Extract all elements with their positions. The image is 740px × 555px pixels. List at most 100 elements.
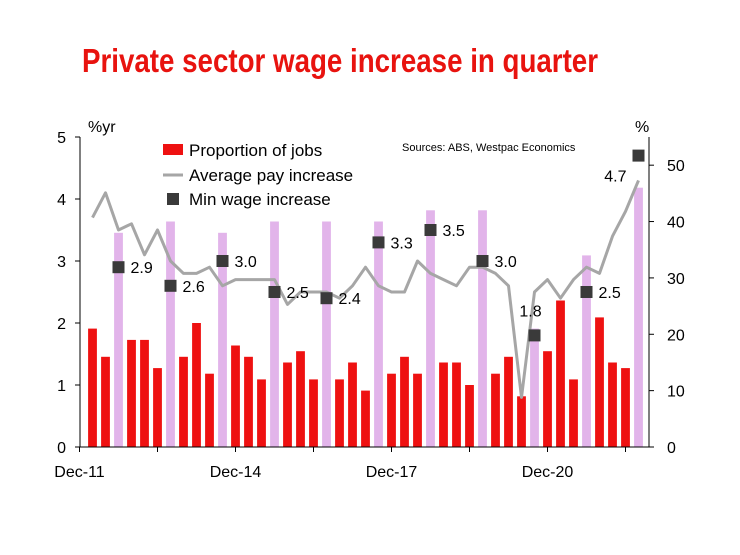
left-axis-tick-label: 4 [57,192,66,209]
bar-proportion-of-jobs [192,323,201,447]
bar-proportion-of-jobs [530,328,539,447]
bar-proportion-of-jobs [140,339,149,447]
bar-proportion-of-jobs [101,356,110,447]
marker-min-wage-increase [112,261,125,274]
x-axis-tick-label: Dec-11 [54,464,104,481]
bar-proportion-of-jobs [465,385,474,447]
legend-label-proportion-of-jobs: Proportion of jobs [189,141,322,160]
bar-proportion-of-jobs [387,373,396,447]
x-axis-ticks: Dec-11 Dec-14 Dec-17 Dec-20 [54,447,626,481]
left-axis-tick-label: 2 [57,316,66,333]
bar-proportion-of-jobs [608,362,617,447]
right-axis-ticks: 0 10 20 30 40 50 [649,158,685,457]
marker-label-min-wage-increase: 1.8 [519,303,541,320]
line-layer [91,179,640,399]
legend-label-min-wage-increase: Min wage increase [189,190,331,209]
line-average-pay-increase [91,179,640,399]
right-axis-tick-label: 50 [667,158,685,175]
marker-label-min-wage-increase: 3.3 [391,235,413,252]
plot-area: 2.9 2.6 3.0 2.5 2.4 3.3 3.5 3.0 1.8 2.5 4.7 [88,149,645,447]
marker-label-min-wage-increase: 2.5 [599,285,621,302]
bar-proportion-of-jobs [517,396,526,447]
marker-label-min-wage-increase: 4.7 [604,169,626,186]
marker-label-min-wage-increase: 2.6 [183,279,205,296]
left-axis-tick-label: 5 [57,130,66,147]
bar-proportion-of-jobs [205,373,214,447]
bar-proportion-of-jobs [257,379,266,447]
bar-proportion-of-jobs [504,356,513,447]
left-axis-unit: %yr [88,119,116,136]
marker-min-wage-increase [476,255,489,267]
right-axis-unit: % [635,119,649,136]
bar-proportion-of-jobs [478,210,487,447]
left-axis-tick-label: 0 [57,440,66,457]
bar-proportion-of-jobs [439,362,448,447]
bar-proportion-of-jobs [218,232,227,447]
bar-proportion-of-jobs [127,339,136,447]
bar-proportion-of-jobs [270,221,279,447]
right-axis-tick-label: 0 [667,440,676,457]
marker-labels-layer: 2.9 2.6 3.0 2.5 2.4 3.3 3.5 3.0 1.8 2.5 4.7 [131,169,627,321]
bar-proportion-of-jobs [309,379,318,447]
right-axis-tick-label: 40 [667,215,685,232]
bar-proportion-of-jobs [179,356,188,447]
legend-swatch-min-wage-increase [167,193,179,205]
marker-min-wage-increase [320,292,333,305]
right-axis-tick-label: 30 [667,271,685,288]
bar-proportion-of-jobs [114,232,123,447]
bar-proportion-of-jobs [595,317,604,447]
bar-proportion-of-jobs [335,379,344,447]
marker-label-min-wage-increase: 3.5 [443,223,465,240]
right-axis-tick-label: 20 [667,327,685,344]
marker-label-min-wage-increase: 3.0 [235,254,257,271]
legend-swatch-proportion-of-jobs [163,144,183,155]
bar-proportion-of-jobs [283,362,292,447]
bar-proportion-of-jobs [361,390,370,447]
bar-proportion-of-jobs [244,356,253,447]
marker-min-wage-increase [372,236,385,249]
bar-proportion-of-jobs [231,345,240,447]
left-axis-ticks: 0 1 2 3 4 5 [57,130,80,457]
markers-layer [112,149,645,342]
bars-layer [88,187,643,447]
bar-proportion-of-jobs [543,351,552,447]
bar-proportion-of-jobs [426,210,435,447]
marker-label-min-wage-increase: 2.4 [339,291,361,308]
bar-proportion-of-jobs [569,379,578,447]
marker-min-wage-increase [216,255,229,267]
bar-proportion-of-jobs [296,351,305,447]
legend-label-average-pay-increase: Average pay increase [189,166,353,185]
bar-proportion-of-jobs [88,328,97,447]
bar-proportion-of-jobs [621,368,630,447]
bar-proportion-of-jobs [348,362,357,447]
left-axis-tick-label: 3 [57,254,66,271]
x-axis-tick-label: Dec-20 [522,464,574,481]
marker-label-min-wage-increase: 2.9 [131,260,153,277]
bar-proportion-of-jobs [582,255,591,447]
bar-proportion-of-jobs [400,356,409,447]
bar-proportion-of-jobs [413,373,422,447]
bar-proportion-of-jobs [556,300,565,447]
left-axis-tick-label: 1 [57,378,66,395]
bar-proportion-of-jobs [452,362,461,447]
right-axis-tick-label: 10 [667,384,685,401]
bar-proportion-of-jobs [374,221,383,447]
x-axis-tick-label: Dec-17 [366,464,418,481]
x-axis-tick-label: Dec-14 [210,464,262,481]
bar-proportion-of-jobs [166,221,175,447]
chart-title: Private sector wage increase in quarter [82,42,598,79]
marker-min-wage-increase [632,149,645,162]
marker-label-min-wage-increase: 2.5 [287,285,309,302]
marker-min-wage-increase [580,286,593,298]
legend: Proportion of jobs Average pay increase … [163,141,353,209]
marker-min-wage-increase [164,279,177,292]
source-note: Sources: ABS, Westpac Economics [402,142,576,154]
marker-label-min-wage-increase: 3.0 [495,254,517,271]
marker-min-wage-increase [268,286,281,298]
bar-proportion-of-jobs [153,368,162,447]
marker-min-wage-increase [528,329,541,342]
marker-min-wage-increase [424,224,437,236]
bar-proportion-of-jobs [634,187,643,447]
